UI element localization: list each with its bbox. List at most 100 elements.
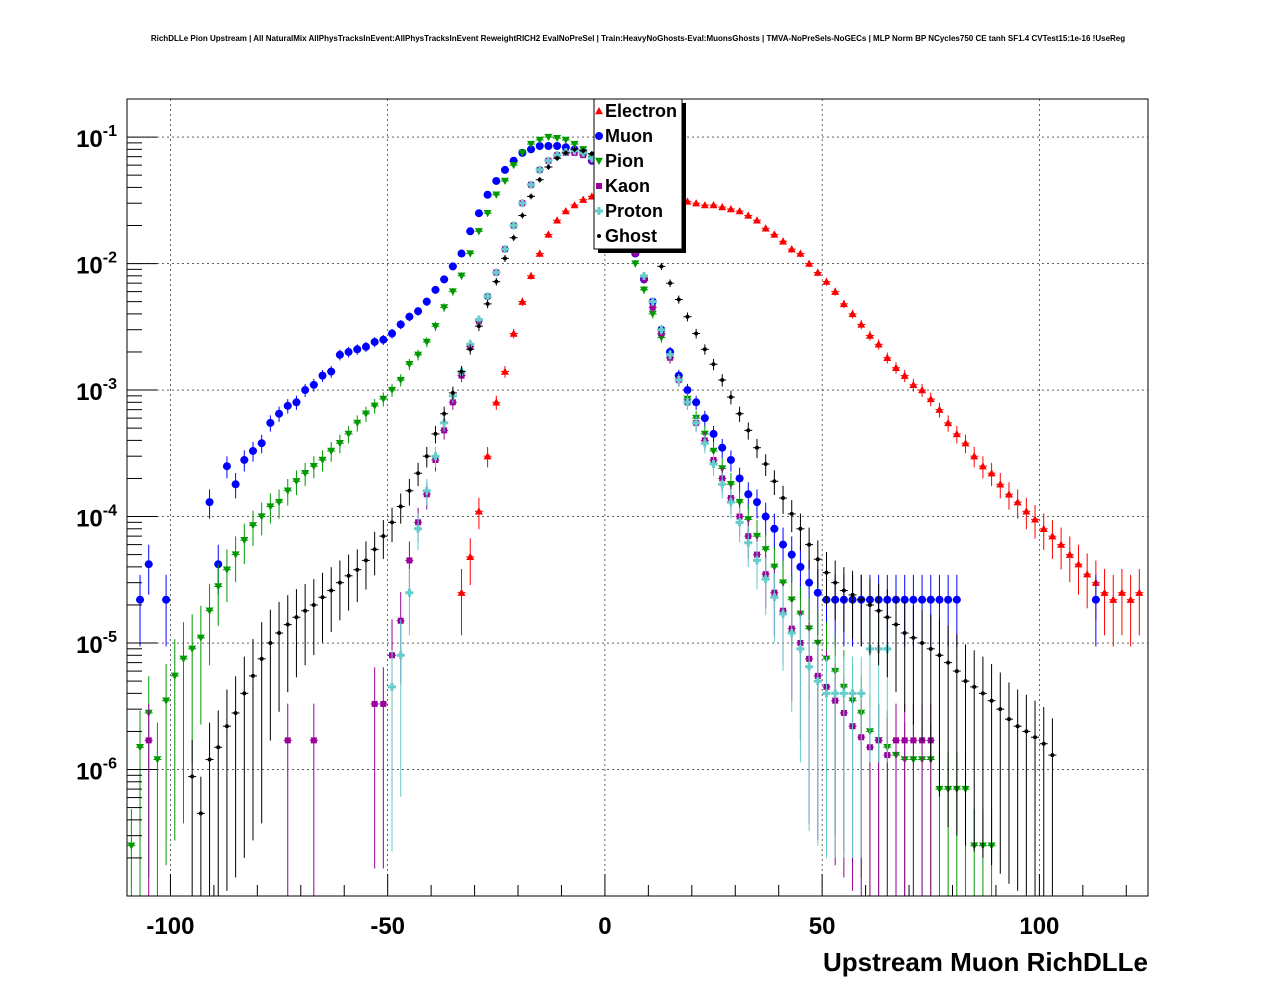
data-point <box>544 156 553 165</box>
data-point <box>196 634 205 642</box>
data-point <box>813 268 822 276</box>
data-point <box>500 177 509 185</box>
data-point <box>474 209 483 218</box>
data-point <box>153 756 162 764</box>
legend-entry: Proton <box>605 201 663 221</box>
y-tick-label: 10-3 <box>76 376 117 406</box>
data-point <box>996 480 1005 488</box>
data-point <box>865 331 874 339</box>
data-point <box>970 452 979 460</box>
data-point <box>796 644 805 653</box>
data-point <box>474 228 483 236</box>
data-point <box>563 150 568 155</box>
legend-marker <box>597 234 601 238</box>
data-point <box>752 498 761 507</box>
data-point <box>787 550 796 559</box>
data-point <box>440 275 449 284</box>
data-point <box>1091 595 1100 604</box>
data-point <box>685 314 690 319</box>
data-point <box>972 684 977 689</box>
data-point <box>779 609 788 618</box>
data-point <box>918 595 927 604</box>
data-point <box>346 573 351 578</box>
axis-ticks <box>126 98 1127 896</box>
data-point <box>553 216 562 224</box>
data-point <box>711 362 716 367</box>
data-point <box>946 660 951 665</box>
data-point <box>285 622 290 627</box>
data-point <box>309 380 318 389</box>
x-tick-label: 0 <box>598 913 611 940</box>
data-point <box>581 148 586 153</box>
data-point <box>509 161 518 170</box>
data-point <box>431 452 440 461</box>
data-point <box>380 700 387 707</box>
data-point <box>1117 588 1126 596</box>
data-point <box>422 486 431 495</box>
data-point <box>796 562 805 571</box>
data-point <box>388 329 397 338</box>
data-point <box>1013 498 1022 506</box>
data-point <box>483 292 492 301</box>
data-point <box>231 551 240 559</box>
data-point <box>883 353 892 361</box>
legend-entry: Kaon <box>605 176 650 196</box>
data-point <box>466 552 475 561</box>
data-point <box>240 537 249 545</box>
data-point <box>998 707 1003 712</box>
data-point <box>457 272 466 280</box>
data-point <box>770 593 779 602</box>
data-point <box>250 673 255 678</box>
x-axis-label: Upstream Muon RichDLLe <box>823 947 1148 977</box>
data-point <box>405 588 414 597</box>
data-point <box>761 575 770 584</box>
data-point <box>850 592 855 597</box>
data-point <box>1050 753 1055 758</box>
data-point <box>867 602 872 607</box>
data-point <box>190 774 195 779</box>
data-point <box>735 207 744 215</box>
data-point <box>136 595 145 604</box>
data-point <box>857 320 866 328</box>
series-ghost <box>188 146 1057 896</box>
grid-lines <box>127 99 1148 896</box>
data-point <box>987 469 996 477</box>
data-point <box>361 410 370 418</box>
data-point <box>659 264 664 269</box>
data-point <box>789 511 794 516</box>
data-point <box>839 299 848 308</box>
data-point <box>779 540 788 549</box>
data-point <box>902 631 907 636</box>
data-point <box>509 221 518 230</box>
data-point <box>763 462 768 467</box>
data-point <box>546 164 551 169</box>
data-point <box>335 350 344 359</box>
data-point <box>468 347 473 352</box>
data-point <box>805 662 814 671</box>
legend-entry: Pion <box>605 151 644 171</box>
data-point <box>433 431 438 436</box>
data-point <box>344 347 353 356</box>
data-point <box>831 689 840 698</box>
data-point <box>726 481 735 489</box>
data-point <box>555 156 560 161</box>
data-point <box>370 337 379 346</box>
data-point <box>353 419 362 427</box>
legend: Electron Muon Pion Kaon Proton Ghost <box>593 98 686 253</box>
data-point <box>813 588 822 597</box>
data-point <box>631 260 640 268</box>
data-point <box>822 689 831 698</box>
data-point <box>303 608 308 613</box>
data-point <box>805 259 814 267</box>
data-point <box>1041 741 1046 746</box>
data-point <box>240 455 249 464</box>
data-point <box>894 622 899 627</box>
data-point <box>640 286 649 294</box>
data-point <box>1109 595 1118 603</box>
data-point <box>222 566 231 574</box>
data-point <box>222 462 231 471</box>
data-point <box>761 546 770 554</box>
data-point <box>492 191 501 199</box>
data-point <box>198 811 203 816</box>
data-point <box>527 140 536 149</box>
